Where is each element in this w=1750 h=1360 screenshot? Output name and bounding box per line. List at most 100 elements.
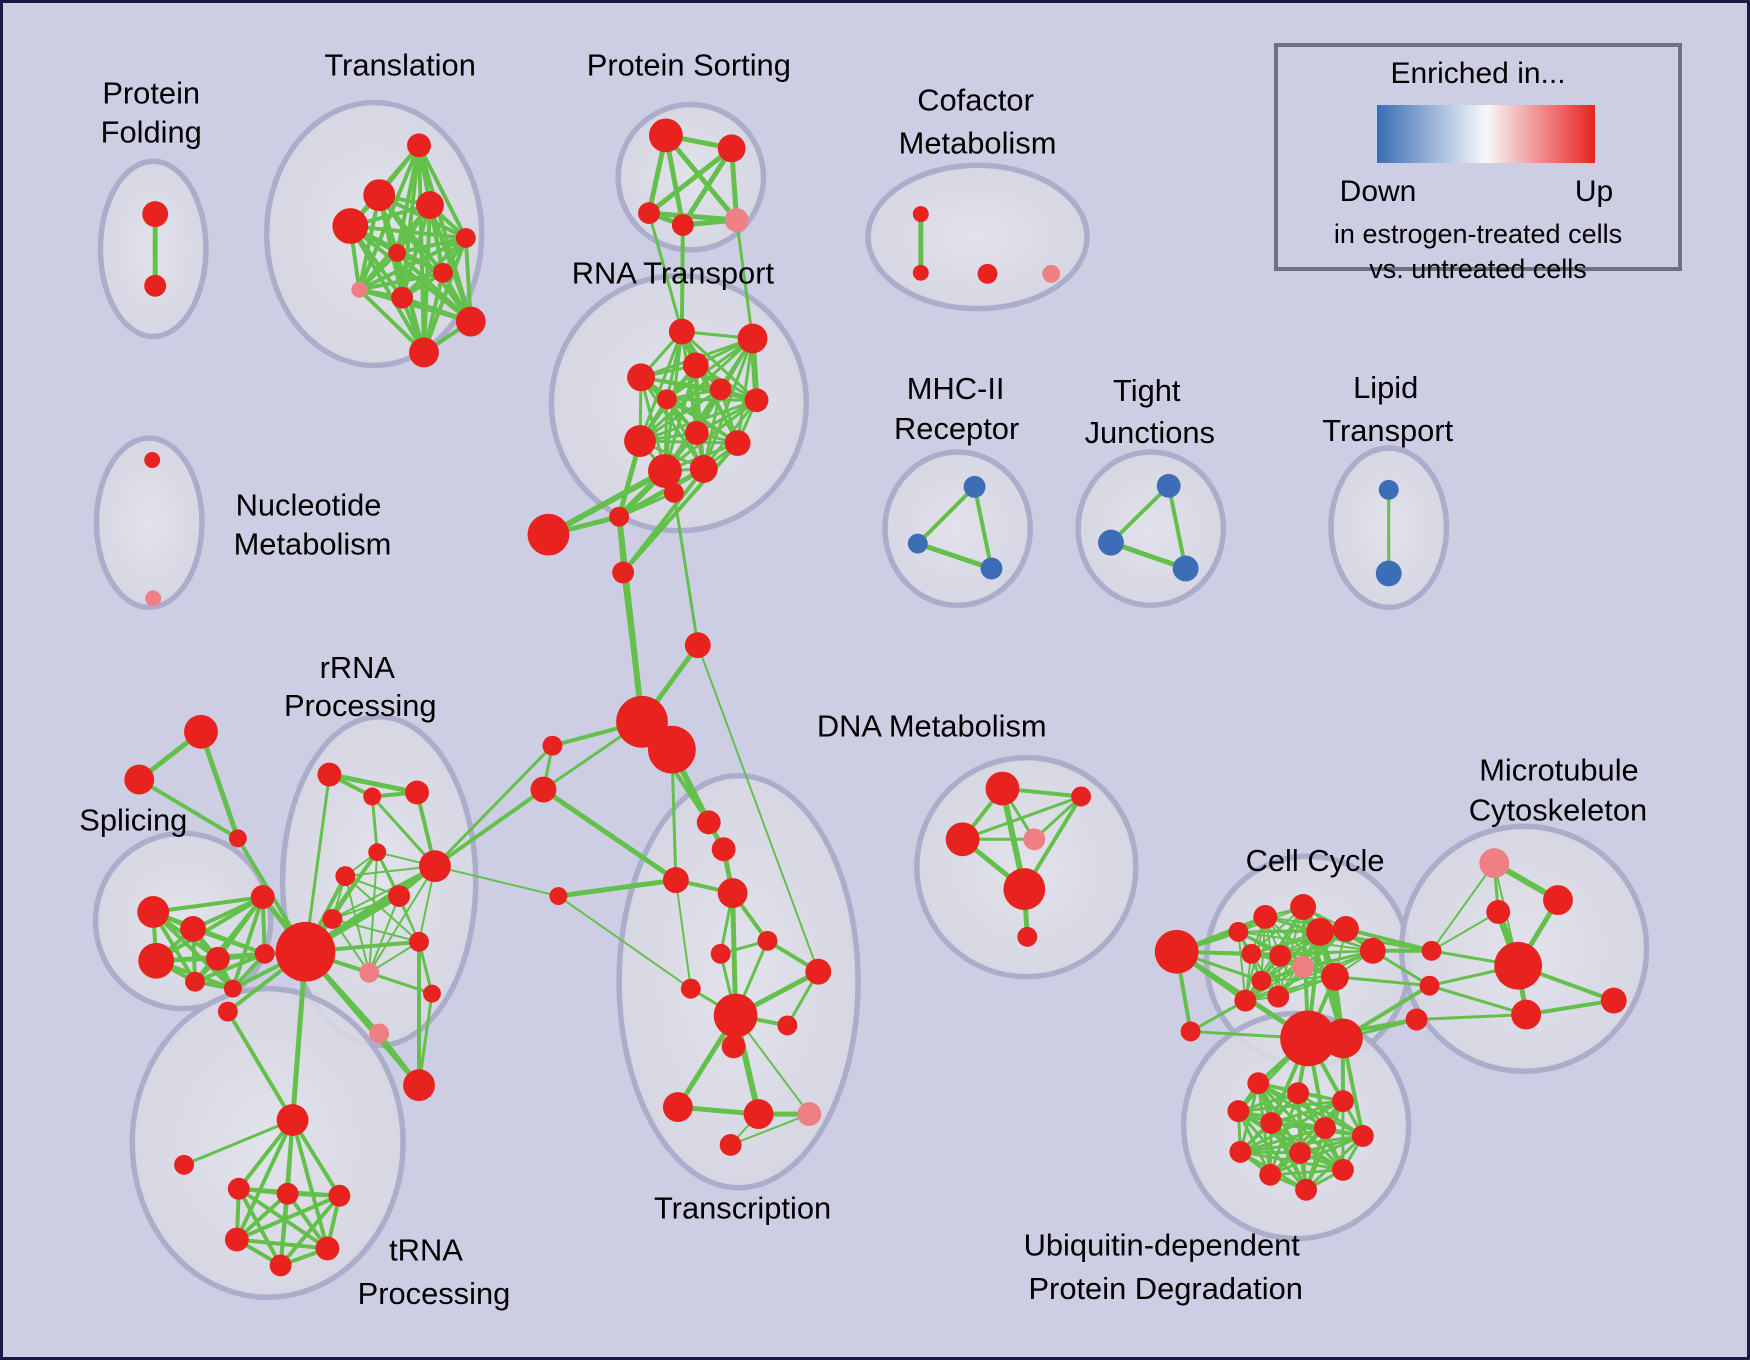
node-b1 (1421, 940, 1442, 961)
node-tc5 (757, 930, 778, 951)
node-nm1 (144, 452, 161, 468)
edge-t6-t10 (395, 250, 473, 324)
node-tri (174, 1154, 195, 1175)
node-tc8 (680, 978, 701, 999)
edge-ps5-rt2 (735, 218, 755, 341)
node-sp8 (254, 943, 275, 964)
node-tc13 (743, 1099, 774, 1130)
legend-caption-line2: vs. untreated cells (1369, 254, 1587, 284)
edge-rr5-l1 (433, 744, 554, 868)
node-u2 (1287, 1082, 1310, 1105)
node-rt10 (724, 430, 751, 456)
cluster-label-rna-transport-line1: RNA Transport (572, 256, 775, 291)
edge-sp3-sp6 (193, 895, 265, 984)
cluster-label-cofactor-metabolism-line2: Metabolism (899, 125, 1057, 160)
edge-rr5-rr8 (331, 865, 436, 920)
node-t1 (407, 133, 431, 158)
cluster-ellipse-nucleotide-metabolism (93, 435, 205, 611)
node-u8 (1229, 1140, 1252, 1163)
node-t10 (455, 306, 486, 337)
edge-u10-u11 (1268, 1168, 1345, 1177)
node-tj3 (1172, 555, 1199, 582)
edge-sp3-sp7 (230, 895, 265, 991)
node-h2 (648, 725, 696, 774)
node-rr3 (405, 780, 429, 805)
edge-l3-tc3 (555, 877, 679, 899)
edge-rrlow-trh (225, 1009, 295, 1123)
node-cc10 (1251, 970, 1272, 991)
edge-rt2-rt7 (665, 337, 755, 401)
edge-rr7-rr10 (344, 875, 371, 974)
node-b3 (1405, 1008, 1428, 1031)
node-tj2 (1098, 529, 1124, 556)
edge-trh-tri (182, 1118, 295, 1167)
legend-gradient-bar (1377, 105, 1595, 163)
node-lt2 (1375, 560, 1402, 587)
node-ne (684, 632, 711, 659)
edge-rr6-rr8 (331, 895, 401, 920)
cluster-label-microtubule-cytoskeleton-line2: Cytoskeleton (1469, 792, 1647, 827)
edge-u3-u4 (1236, 1099, 1345, 1113)
edge-cc4-b1 (1343, 926, 1434, 953)
node-t8 (351, 281, 368, 298)
edge-rr1-rr3 (326, 772, 420, 795)
edge-rt1-rt8 (638, 330, 684, 443)
edge-trh-tr5 (290, 1118, 330, 1251)
node-trh (276, 1104, 309, 1136)
edge-tc14-tc15 (729, 1113, 811, 1146)
cluster-label-nucleotide-metabolism-line1: Nucleotide (236, 488, 382, 523)
edge-rr6-rr10 (368, 895, 401, 974)
edge-rr5-rr10 (368, 865, 436, 974)
edge-rt12-nd (621, 466, 706, 575)
node-u11 (1331, 1158, 1354, 1181)
node-t5 (455, 228, 476, 248)
node-tc3 (662, 867, 689, 894)
node-rt5 (709, 378, 732, 401)
node-cc15 (1180, 1021, 1201, 1042)
node-t3 (416, 191, 444, 220)
edge-t8-t11 (357, 287, 426, 355)
edge-tr4-tr5 (234, 1237, 330, 1251)
node-nm2 (145, 590, 162, 607)
edge-tc3-tc8 (674, 879, 692, 990)
node-st2 (124, 764, 155, 795)
edge-u7-u12 (1304, 1134, 1365, 1192)
cluster-label-splicing-line1: Splicing (79, 802, 187, 837)
node-rr5 (419, 850, 451, 883)
node-tc11 (721, 1034, 746, 1059)
edge-cc8-cc11 (1244, 975, 1336, 1002)
node-rr1 (317, 762, 342, 787)
edge-mh1-mh3 (972, 484, 994, 571)
cluster-label-mhc-ii-receptor-line1: MHC-II (907, 371, 1005, 406)
cluster-label-lipid-transport-line2: Transport (1322, 413, 1453, 448)
node-tj1 (1156, 473, 1181, 498)
edge-tj2-tj3 (1108, 540, 1189, 571)
edge-tj1-tj2 (1108, 483, 1171, 545)
node-rr6 (388, 885, 411, 907)
node-cc1 (1253, 905, 1278, 929)
cluster-label-tight-junctions-line2: Junctions (1085, 415, 1215, 450)
cluster-ellipse-mhc-ii-receptor (882, 449, 1034, 609)
node-mh2 (907, 533, 928, 554)
node-cc7 (1292, 955, 1315, 978)
cluster-ellipse-translation (263, 99, 485, 369)
cluster-ellipse-trna-processing (129, 985, 406, 1301)
node-rr14 (403, 1069, 435, 1102)
node-ps4 (671, 214, 694, 236)
node-tc6 (710, 943, 731, 964)
node-sp6 (185, 971, 205, 992)
node-b2 (1419, 975, 1440, 996)
edge-ps2-ps3 (646, 145, 735, 216)
node-rr2 (363, 787, 382, 806)
cluster-ellipse-dna-metabolism (914, 754, 1139, 980)
node-cc5 (1241, 943, 1262, 964)
node-st3 (228, 829, 247, 848)
cluster-label-protein-folding-line2: Folding (101, 114, 202, 149)
node-rt6 (744, 388, 769, 413)
edge-t1-t5 (417, 143, 468, 240)
edge-t7-t8 (357, 270, 445, 292)
node-cm4 (1042, 264, 1061, 283)
edge-u6-u8 (1238, 1126, 1327, 1154)
edge-l3-tc8 (557, 895, 692, 990)
